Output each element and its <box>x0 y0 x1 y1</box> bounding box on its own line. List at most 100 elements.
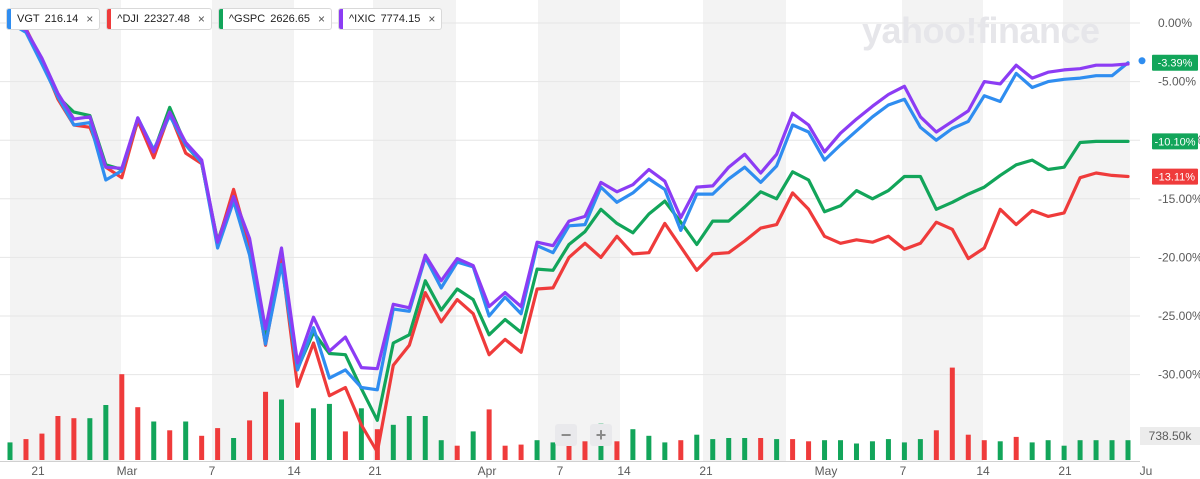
volume-bar <box>550 442 556 460</box>
x-axis: 21 Mar 7 14 21 Apr 7 14 21 May 7 14 21 Ju <box>0 461 1153 478</box>
volume-bar <box>662 442 668 460</box>
x-tick-label: 14 <box>617 464 631 478</box>
volume-bar <box>965 434 971 460</box>
legend-chip-dji[interactable]: ^DJI 22327.48 × <box>106 8 212 30</box>
volume-value-label: 738.50k <box>1149 429 1193 443</box>
week-band <box>212 0 294 462</box>
volume-bar <box>7 442 13 460</box>
volume-bar <box>694 434 700 460</box>
volume-bar <box>87 418 93 460</box>
legend-symbol: ^GSPC <box>228 13 266 25</box>
legend-value: 22327.48 <box>143 13 190 25</box>
zoom-out-button[interactable]: − <box>555 424 577 446</box>
volume-bar <box>518 444 524 460</box>
volume-bar <box>151 421 157 460</box>
legend-chip-gspc[interactable]: ^GSPC 2626.65 × <box>217 8 332 30</box>
volume-bar <box>358 408 364 460</box>
volume-bar <box>806 441 812 460</box>
close-icon[interactable]: × <box>197 12 205 26</box>
series-end-dot <box>1138 57 1146 65</box>
volume-bar <box>263 391 269 460</box>
volume-bar <box>279 399 285 460</box>
end-badge-label: -3.39% <box>1158 58 1193 70</box>
legend-color-gspc <box>218 9 223 29</box>
volume-bar <box>838 440 844 460</box>
x-tick-label: May <box>815 464 838 478</box>
volume-bar <box>71 418 77 460</box>
volume-bar <box>23 439 29 460</box>
series-line-vgt <box>8 21 1130 392</box>
volume-bar <box>390 424 396 460</box>
volume-bar <box>310 408 316 460</box>
close-icon[interactable]: × <box>317 12 325 26</box>
volume-bar <box>710 439 716 460</box>
volume-bar <box>885 439 891 460</box>
volume-bar <box>822 440 828 460</box>
y-tick-label: -5.00% <box>1158 75 1196 89</box>
close-icon[interactable]: × <box>428 12 436 26</box>
volume-bar <box>1077 440 1083 460</box>
volume-bar <box>247 420 253 460</box>
week-band <box>10 0 121 462</box>
legend-value: 216.14 <box>44 13 79 25</box>
zoom-in-button[interactable]: + <box>590 424 612 446</box>
y-tick-label: 0.00% <box>1158 16 1192 30</box>
x-tick-label: 7 <box>557 464 564 478</box>
legend-symbol: ^IXIC <box>349 13 376 25</box>
legend-chip-vgt[interactable]: VGT 216.14 × <box>6 8 101 30</box>
x-tick-label: 21 <box>368 464 382 478</box>
y-tick-label: -20.00% <box>1158 250 1200 264</box>
volume-bars: 738.50k <box>7 367 1200 460</box>
x-tick-label: 14 <box>287 464 301 478</box>
week-band <box>703 0 786 462</box>
x-tick-label: Ju <box>1140 464 1153 478</box>
yahoo-finance-watermark: yahoo!finance <box>862 10 1100 51</box>
volume-bar <box>774 439 780 460</box>
volume-bar <box>326 403 332 460</box>
close-icon[interactable]: × <box>86 12 94 26</box>
volume-bar <box>438 440 444 460</box>
legend-chip-ixic[interactable]: ^IXIC 7774.15 × <box>338 8 443 30</box>
end-value-badges: -3.39% -10.10% -13.11% <box>1152 54 1198 185</box>
legend-color-vgt <box>7 9 11 29</box>
volume-bar <box>630 429 636 460</box>
legend-value: 7774.15 <box>380 13 421 25</box>
end-badge-label: -13.11% <box>1155 172 1195 184</box>
volume-bar <box>726 438 732 460</box>
x-tick-label: 21 <box>699 464 713 478</box>
end-badge-label: -10.10% <box>1155 136 1196 148</box>
week-band <box>538 0 620 462</box>
volume-bar <box>917 439 923 460</box>
legend-symbol: ^DJI <box>117 13 139 25</box>
volume-bar <box>646 435 652 460</box>
volume-bar <box>39 433 45 460</box>
legend-symbol: VGT <box>17 13 40 25</box>
volume-bar <box>1061 445 1067 460</box>
alternating-week-bands <box>10 0 1130 462</box>
volume-bar <box>869 441 875 460</box>
y-tick-label: -15.00% <box>1158 192 1200 206</box>
volume-bar <box>1013 436 1019 460</box>
x-tick-label: 21 <box>1058 464 1072 478</box>
legend-color-dji <box>107 9 112 29</box>
series-line-ixic <box>8 21 1130 371</box>
volume-bar <box>790 439 796 460</box>
volume-bar <box>534 440 540 460</box>
volume-bar <box>470 431 476 460</box>
volume-bar <box>167 430 173 460</box>
volume-bar <box>454 445 460 460</box>
volume-bar <box>119 374 125 460</box>
volume-bar <box>502 445 508 460</box>
volume-bar <box>901 442 907 460</box>
legend-value: 2626.65 <box>270 13 310 25</box>
week-band <box>902 0 983 462</box>
volume-bar <box>103 405 109 460</box>
y-tick-label: -25.00% <box>1158 309 1200 323</box>
x-tick-label: 7 <box>900 464 907 478</box>
volume-bar <box>853 443 859 460</box>
volume-bar <box>1029 442 1035 460</box>
volume-bar <box>183 421 189 460</box>
volume-bar <box>981 440 987 460</box>
x-tick-label: Apr <box>478 464 497 478</box>
